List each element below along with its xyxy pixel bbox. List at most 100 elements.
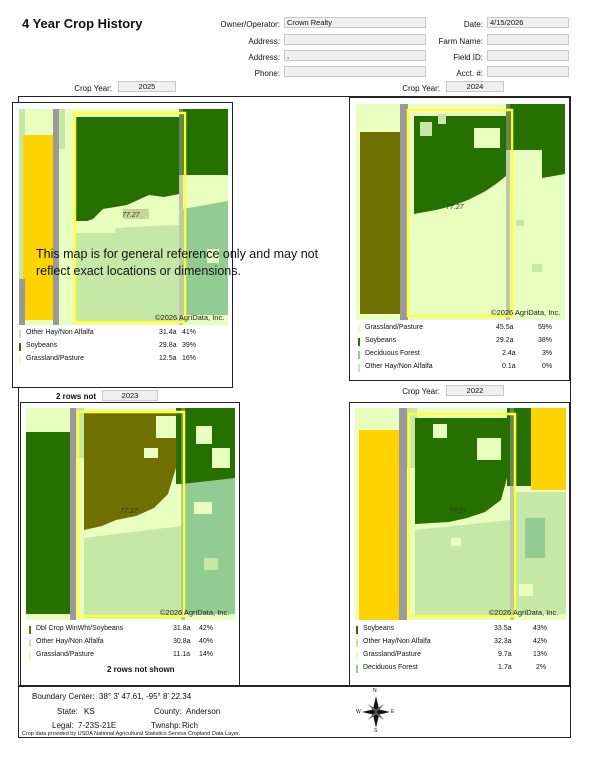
map-copyright: ©2026 AgriData, Inc. (160, 608, 230, 617)
legend-percent: 2% (536, 664, 547, 671)
legend-crop-name: Other Hay/Non Alfalfa (363, 638, 431, 645)
address1-field (284, 34, 426, 45)
legend-acres: 32.3a (494, 638, 512, 645)
owner-label: Owner/Operator: (220, 20, 280, 29)
rows-not-shown: 2 rows not shown (107, 665, 175, 674)
field-acreage-label: 77.27 (446, 204, 464, 211)
legend-acres: 31.8a (173, 625, 191, 632)
crop-map: 77.27 ©2026 AgriData, Inc. (355, 408, 566, 620)
legend-row: Other Hay/Non Alfalfa 32.3a 42% (356, 638, 564, 650)
legend-row: Deciduous Forest 1.7a 2% (356, 664, 564, 676)
legend-acres: 11.1a (173, 651, 190, 658)
owner-field: Crown Realty (284, 17, 426, 28)
legend-percent: 3% (542, 350, 553, 357)
legend-crop-name: Other Hay/Non Alfalfa (36, 638, 104, 645)
fieldid-field (487, 50, 569, 61)
legend-crop-name: Soybeans (26, 342, 58, 349)
legend-percent: 39% (182, 342, 197, 349)
crop-year-label: Crop Year: (402, 387, 440, 396)
legend-crop-name: Grassland/Pasture (363, 651, 421, 658)
field-acreage-label: 77.27 (449, 508, 467, 515)
legend-row: Other Hay/Non Alfalfa 30.8a 40% (29, 638, 235, 650)
legend-percent: 13% (533, 651, 548, 658)
crop-legend: Other Hay/Non Alfalfa 31.4a 41% Soybeans… (19, 329, 219, 385)
legend-swatch (19, 343, 21, 351)
date-label: Date: (463, 20, 483, 29)
legend-crop-name: Deciduous Forest (363, 664, 418, 671)
legend-acres: 30.8a (173, 638, 191, 645)
footer-box (18, 686, 571, 738)
address2-field: , (284, 50, 426, 61)
crop-year-field: 2023 (102, 390, 158, 401)
address2-label: Address: (248, 53, 280, 62)
disclaimer-text: This map is for general reference only a… (36, 247, 319, 278)
legend-swatch (358, 351, 360, 359)
legend-row: Grassland/Pasture 12.5a 16% (19, 355, 219, 367)
legend-row: Grassland/Pasture 45.5a 59% (358, 324, 564, 336)
crop-year-field: 2025 (118, 81, 176, 92)
legend-swatch (29, 652, 31, 660)
acct-field (487, 66, 569, 77)
legend-swatch (356, 665, 358, 673)
panel-2025: 77.27 ©2026 AgriData, Inc. Other Hay/Non… (12, 102, 233, 388)
legend-row: Grassland/Pasture 11.1a 14% (29, 651, 235, 663)
legend-crop-name: Soybeans (365, 337, 397, 344)
legend-acres: 29.8a (159, 342, 177, 349)
map-copyright: ©2026 AgriData, Inc. (491, 308, 561, 317)
fieldid-label: Field ID: (453, 53, 483, 62)
legend-row: Soybeans 29.8a 39% (19, 342, 219, 354)
legend-row: Other Hay/Non Alfalfa 31.4a 41% (19, 329, 219, 341)
legend-swatch (29, 626, 31, 634)
legal-label: Legal: (52, 721, 74, 730)
legend-row: Dbl Crop WinWht/Soybeans 31.8a 42% (29, 625, 235, 637)
legend-percent: 43% (533, 625, 548, 632)
legend-acres: 45.5a (496, 324, 514, 331)
legend-crop-name: Dbl Crop WinWht/Soybeans (36, 625, 124, 632)
legend-acres: 0.1a (502, 363, 516, 370)
legend-crop-name: Other Hay/Non Alfalfa (365, 363, 433, 370)
legend-swatch (19, 356, 21, 364)
legend-crop-name: Soybeans (363, 625, 395, 632)
state-value: KS (84, 707, 95, 716)
legend-row: Soybeans 33.5a 43% (356, 625, 564, 637)
legend-swatch (356, 652, 358, 660)
legend-acres: 31.4a (159, 329, 177, 336)
legend-row: Deciduous Forest 2.4a 3% (358, 350, 564, 362)
township-label: Twnshp: (151, 721, 181, 730)
legend-row: Soybeans 29.2a 38% (358, 337, 564, 349)
crop-year-field: 2022 (446, 385, 504, 396)
crop-year-label: Crop Year: (74, 84, 112, 93)
legend-acres: 2.4a (502, 350, 516, 357)
crop-year-field: 2024 (446, 81, 504, 92)
boundary-center-label: Boundary Center: (32, 692, 95, 701)
crop-map: 77.27 ©2026 AgriData, Inc. (26, 408, 235, 620)
legend-percent: 38% (538, 337, 553, 344)
township-value: Rich (182, 721, 199, 730)
legend-percent: 40% (199, 638, 214, 645)
legend-acres: 29.2a (496, 337, 514, 344)
panel-2024: 77.27 ©2026 AgriData, Inc. Grassland/Pas… (349, 97, 570, 381)
state-label: State: (57, 707, 78, 716)
crop-legend: Soybeans 33.5a 43% Other Hay/Non Alfalfa… (356, 625, 564, 683)
phone-label: Phone: (254, 69, 280, 78)
legend-crop-name: Other Hay/Non Alfalfa (26, 329, 94, 336)
legend-percent: 42% (199, 625, 214, 632)
compass-north: N (373, 688, 377, 694)
address1-label: Address: (248, 37, 280, 46)
legal-value: 7-23S-21E (78, 721, 117, 730)
legend-row: Other Hay/Non Alfalfa 0.1a 0% (358, 363, 564, 375)
legend-percent: 42% (533, 638, 548, 645)
farm-label: Farm Name: (438, 37, 483, 46)
rows-not-shown-note: 2 rows not (56, 392, 97, 401)
data-source-note: Crop data provided by USDA National Agri… (22, 731, 240, 737)
page-title: 4 Year Crop History (22, 16, 143, 31)
crop-legend: Grassland/Pasture 45.5a 59% Soybeans 29.… (358, 324, 564, 380)
legend-acres: 9.7a (498, 651, 512, 658)
boundary-center-value: 38° 3' 47.61, -95° 8' 22.34 (99, 692, 192, 701)
legend-percent: 16% (182, 355, 197, 362)
legend-swatch (356, 639, 358, 647)
date-field: 4/15/2026 (487, 17, 569, 28)
legend-swatch (358, 338, 360, 346)
county-value: Anderson (186, 707, 221, 716)
panel-2022: 77.27 ©2026 AgriData, Inc. Soybeans 33.5… (349, 402, 570, 686)
